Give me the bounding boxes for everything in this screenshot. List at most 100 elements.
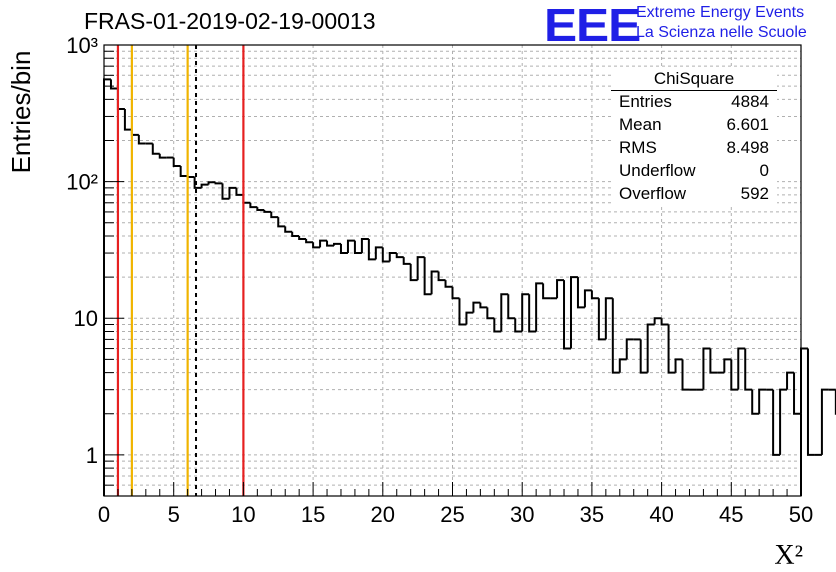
histogram-bin <box>793 372 801 415</box>
histogram-bin <box>709 348 718 374</box>
histogram-bin <box>214 182 223 185</box>
stats-row-mean: Mean 6.601 <box>619 115 769 137</box>
histogram-bin <box>263 209 272 213</box>
histogram-bin <box>806 348 815 456</box>
histogram-bin <box>298 235 307 241</box>
x-tick-label: 0 <box>98 502 110 527</box>
histogram-bin <box>312 242 321 249</box>
histogram-bin <box>576 277 585 309</box>
histogram-bin <box>472 301 481 313</box>
histogram-bin <box>681 359 690 391</box>
reference-lines <box>116 45 245 496</box>
y-tick-label: 10² <box>66 170 98 195</box>
histogram-bin <box>193 177 202 189</box>
histogram-bin <box>737 347 746 390</box>
x-tick-label: 30 <box>510 502 534 527</box>
grid <box>104 45 801 497</box>
histogram-bin <box>486 307 495 320</box>
histogram-bin <box>137 134 146 145</box>
logo-mark: EEE <box>544 0 641 51</box>
histogram-bin <box>207 181 216 185</box>
histogram-bin <box>758 388 767 414</box>
stats-value: 592 <box>740 184 769 203</box>
histogram-bin <box>200 183 209 188</box>
histogram-bin <box>639 339 648 374</box>
histogram-bin <box>319 239 328 248</box>
x-tick-label: 50 <box>789 502 813 527</box>
histogram-bin <box>479 302 488 309</box>
histogram-bin <box>305 239 314 244</box>
histogram-bin <box>346 239 355 254</box>
stats-value: 0 <box>759 161 769 180</box>
histogram-bin <box>221 183 230 200</box>
logo-line-2: La Scienza nelle Scuole <box>636 24 807 41</box>
histogram-bin <box>597 298 606 341</box>
chart-title: FRAS-01-2019-02-19-00013 <box>84 8 376 34</box>
stats-title: ChiSquare <box>653 69 735 88</box>
x-tick-label: 35 <box>580 502 604 527</box>
histogram-bin <box>172 157 181 168</box>
y-tick-label: 1 <box>86 443 98 468</box>
histogram-bin <box>465 311 474 325</box>
stats-row-overflow: Overflow 592 <box>619 184 769 206</box>
y-tick-label: 10³ <box>66 33 98 58</box>
x-tick-label: 25 <box>440 502 464 527</box>
histogram-bin <box>507 294 516 320</box>
histogram-bin <box>660 318 669 326</box>
histogram-bin <box>458 298 467 326</box>
stats-label: Overflow <box>619 184 687 203</box>
stats-divider <box>611 90 777 91</box>
histogram-bin <box>423 257 432 296</box>
axes: 0 5 10 15 20 25 30 35 40 45 50 1 10 10² 10³ <box>66 33 813 527</box>
histogram-bin <box>388 252 397 262</box>
x-tick-label: 10 <box>231 502 255 527</box>
histogram-bin <box>583 289 592 308</box>
histogram-bin <box>646 323 655 373</box>
x-tick-label: 15 <box>301 502 325 527</box>
stats-value: 4884 <box>731 92 769 111</box>
histogram-bin <box>779 388 788 455</box>
histogram-bin <box>235 187 244 196</box>
histogram-bin <box>800 347 808 414</box>
histogram-bin <box>772 389 781 456</box>
histogram-bin <box>228 186 237 199</box>
x-tick-label: 45 <box>719 502 743 527</box>
stats-box: ChiSquare Entries 4884 Mean 6.601 RMS 8.… <box>611 69 777 207</box>
histogram-bin <box>326 240 335 247</box>
histogram-bin <box>667 324 676 374</box>
histogram-bin <box>744 348 753 391</box>
histogram-bin <box>277 217 286 228</box>
histogram-bin <box>751 389 760 415</box>
histogram-bin <box>625 338 634 360</box>
x-axis-label: Χ² <box>774 540 803 571</box>
histogram-bin <box>437 271 446 282</box>
histogram-bin <box>333 242 341 246</box>
histogram-bin <box>109 79 118 90</box>
histogram-bin <box>730 359 739 391</box>
histogram-bin <box>493 318 502 333</box>
histogram-bin <box>416 256 425 281</box>
stats-row-rms: RMS 8.498 <box>619 138 769 160</box>
y-axis-label: Entries/bin <box>6 51 36 174</box>
histogram-bin <box>604 297 613 340</box>
stats-label: Mean <box>619 115 662 134</box>
histogram-bin <box>284 226 293 233</box>
histogram-bin <box>381 247 390 263</box>
histogram-bin <box>270 211 279 219</box>
histogram-bin <box>291 231 300 237</box>
histogram-bin <box>618 358 627 373</box>
histogram-bin <box>367 239 376 261</box>
stats-value: 6.601 <box>726 115 769 134</box>
histogram-bin <box>451 286 460 300</box>
histogram-bin <box>542 283 551 300</box>
histogram-bin <box>786 371 795 390</box>
histogram-bin <box>374 246 383 260</box>
histogram-bin <box>563 280 571 350</box>
stats-row-underflow: Underflow 0 <box>619 161 769 183</box>
histogram-bin <box>500 293 509 332</box>
histogram-bin <box>158 153 167 159</box>
x-tick-label: 5 <box>168 502 180 527</box>
x-tick-label: 40 <box>649 502 673 527</box>
histogram-bin <box>702 347 711 390</box>
histogram-bin <box>590 290 599 300</box>
